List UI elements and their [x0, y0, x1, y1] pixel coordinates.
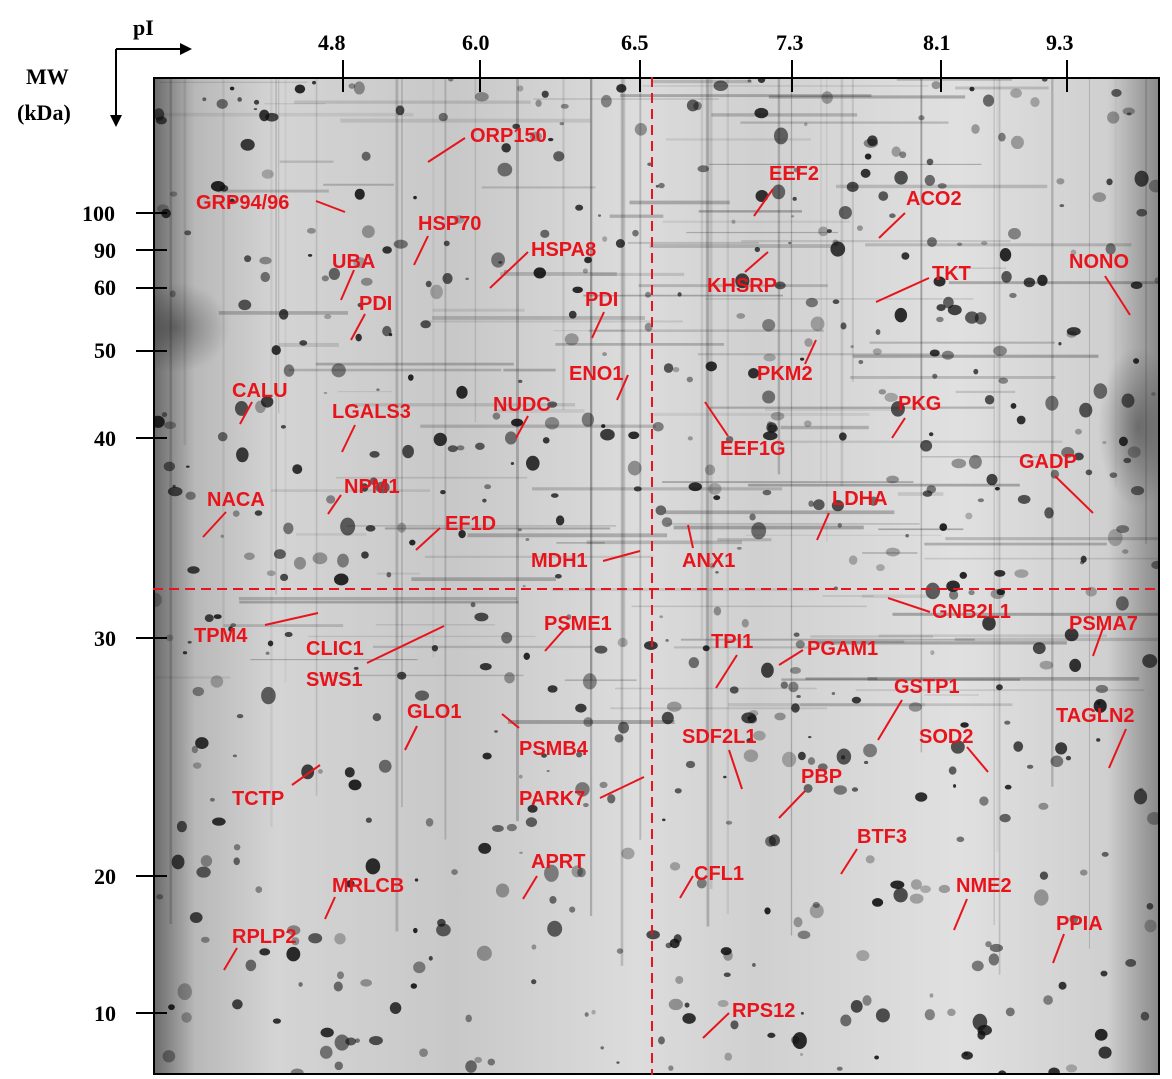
protein-label: LDHA — [832, 488, 888, 510]
mw-tick-label: 60 — [94, 275, 116, 300]
pi-tick-label: 8.1 — [923, 30, 951, 55]
protein-label: SDF2L1 — [682, 726, 757, 748]
protein-label: KHSRP — [707, 275, 778, 297]
protein-label: MDH1 — [531, 550, 588, 572]
protein-label: GSTP1 — [894, 676, 960, 698]
protein-label: ANX1 — [682, 550, 736, 572]
mw-tick-label: 20 — [94, 864, 116, 889]
protein-label: PKM2 — [757, 363, 813, 385]
protein-label: PBP — [801, 766, 843, 788]
protein-label: PSMB4 — [519, 738, 588, 760]
protein-label: HSP70 — [418, 213, 482, 235]
protein-label: EEF2 — [769, 163, 820, 185]
protein-label: PARK7 — [519, 788, 586, 810]
2d-gel-image — [153, 77, 1160, 1075]
protein-label: EEF1G — [720, 438, 786, 460]
pi-tick-label: 9.3 — [1046, 30, 1074, 55]
mw-tick-label: 50 — [94, 338, 116, 363]
pi-tick-label: 6.5 — [621, 30, 649, 55]
protein-label: CFL1 — [694, 863, 744, 885]
mw-tick-label: 40 — [94, 426, 116, 451]
protein-label: RPS12 — [732, 1000, 796, 1022]
protein-label: APRT — [531, 851, 586, 873]
mw-axis-label-line2: (kDa) — [17, 100, 71, 125]
protein-label: NONO — [1069, 251, 1129, 273]
protein-label: LGALS3 — [332, 401, 411, 423]
protein-label: PSMA7 — [1069, 613, 1138, 635]
protein-label: PDI — [585, 289, 619, 311]
mw-tick-label: 10 — [94, 1001, 116, 1026]
protein-label: GLO1 — [407, 701, 462, 723]
protein-label: PGAM1 — [807, 638, 879, 660]
pi-tick-label: 4.8 — [318, 30, 346, 55]
gel-spots — [155, 79, 1158, 1073]
protein-label: TCTP — [232, 788, 285, 810]
protein-label: SOD2 — [919, 726, 974, 748]
mw-axis-label-line1: MW — [26, 64, 69, 89]
protein-label: PKG — [898, 393, 942, 415]
protein-label: GNB2L1 — [932, 601, 1011, 623]
protein-label: PSME1 — [544, 613, 612, 635]
pi-tick-label: 7.3 — [776, 30, 804, 55]
protein-label: HSPA8 — [531, 239, 597, 261]
protein-label: RPLP2 — [232, 926, 297, 948]
mw-tick-label: 90 — [94, 238, 116, 263]
protein-label: CALU — [232, 380, 288, 402]
protein-label: ACO2 — [906, 188, 962, 210]
protein-label: ENO1 — [569, 363, 624, 385]
pi-axis-label: pI — [133, 15, 154, 40]
protein-label: SWS1 — [306, 669, 363, 691]
protein-label: CLIC1 — [306, 638, 364, 660]
protein-label: UBA — [332, 251, 376, 273]
protein-label: GADP — [1019, 451, 1077, 473]
protein-label: PDI — [359, 293, 393, 315]
protein-label: NUDC — [493, 394, 551, 416]
protein-label: NPM1 — [344, 476, 400, 498]
protein-label: EF1D — [445, 513, 497, 535]
protein-label: TPM4 — [194, 625, 248, 647]
mw-tick-label: 100 — [82, 201, 115, 226]
protein-label: MRLCB — [332, 875, 405, 897]
protein-label: BTF3 — [857, 826, 907, 848]
pi-tick-label: 6.0 — [462, 30, 490, 55]
protein-label: NME2 — [956, 875, 1012, 897]
protein-label: PPIA — [1056, 913, 1103, 935]
protein-label: NACA — [207, 489, 265, 511]
protein-label: TPI1 — [711, 631, 754, 653]
protein-label: TKT — [932, 263, 971, 285]
protein-label: TAGLN2 — [1056, 705, 1135, 727]
protein-label: ORP150 — [470, 125, 547, 147]
mw-tick-label: 30 — [94, 626, 116, 651]
protein-label: GRP94/96 — [196, 192, 290, 214]
